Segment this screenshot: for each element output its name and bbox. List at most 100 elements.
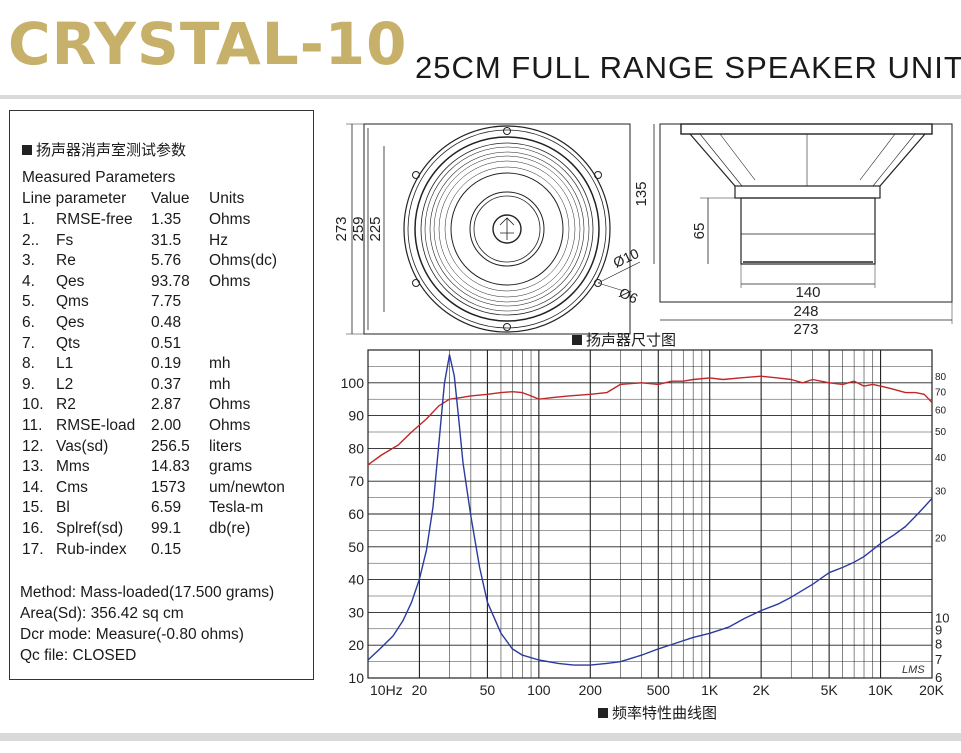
param-row-9-unit: mh (209, 375, 231, 393)
param-row-7-name: Qts (56, 334, 81, 352)
param-row-10-value: 2.87 (151, 396, 182, 414)
param-row-8-unit: mh (209, 355, 231, 373)
x-tick-label: 20 (412, 682, 428, 698)
dcr-mode-line: Dcr mode: Measure(-0.80 ohms) (20, 626, 244, 643)
x-tick-label: 50 (480, 682, 496, 698)
mount-hole-icon (594, 171, 602, 179)
square-bullet-icon (22, 145, 32, 155)
param-row-3-unit: Ohms(dc) (209, 252, 278, 270)
y-tick-label-right: 9 (935, 623, 942, 638)
x-tick-label: 100 (527, 682, 551, 698)
param-row-12-value: 256.5 (151, 437, 190, 455)
qc-file-line: Qc file: CLOSED (20, 647, 137, 664)
param-row-8-name: L1 (56, 355, 74, 373)
param-row-2-num: 2.. (22, 231, 40, 249)
y-tick-label-right: 30 (935, 486, 947, 497)
y-tick-label-right: 70 (935, 388, 947, 399)
x-tick-label: 10K (868, 682, 894, 698)
param-row-13-value: 14.83 (151, 458, 190, 476)
param-row-7-value: 0.51 (151, 334, 182, 352)
front-view-frame (363, 123, 631, 335)
param-row-14-unit: um/newton (209, 478, 285, 496)
param-row-13-num: 13. (22, 458, 44, 476)
param-row-15-num: 15. (22, 499, 44, 517)
mount-hole-icon (503, 323, 511, 331)
dim-width-248: 248 (793, 303, 818, 320)
param-row-14-value: 1573 (151, 478, 186, 496)
dim-outer-273: 273 (333, 216, 350, 241)
param-row-17-num: 17. (22, 540, 44, 558)
y-tick-label-right: 10 (935, 610, 949, 625)
param-row-10-name: R2 (56, 396, 76, 414)
param-row-6-num: 6. (22, 314, 35, 331)
param-row-3-value: 5.76 (151, 252, 182, 270)
chart-tick-labels: 10Hz 20 50 100 200 500 1K 2K 5K 10K 20K 10 20 30 40 50 6… (341, 372, 950, 698)
param-row-11-value: 2.00 (151, 417, 182, 434)
chart-caption: 频率特性曲线图 (598, 702, 717, 723)
y-tick-label-right: 50 (935, 427, 947, 438)
column-header-units: Units (209, 190, 245, 207)
param-row-15-unit: Tesla-m (209, 499, 264, 517)
dim-hole-6: Ø6 (617, 284, 641, 306)
square-bullet-icon (598, 708, 608, 718)
param-row-7-num: 7. (22, 334, 35, 352)
dim-259: 259 (350, 216, 367, 241)
param-row-3-name: Re (56, 252, 76, 270)
param-row-4-name: Qes (56, 272, 85, 290)
dim-magnet-65: 65 (691, 223, 708, 240)
y-tick-label-right: 40 (935, 453, 947, 464)
param-row-2-value: 31.5 (151, 231, 182, 249)
series-impedance-line (367, 354, 933, 666)
param-row-11-num: 11. (22, 417, 43, 434)
x-tick-label: 20K (919, 682, 945, 698)
param-row-5-num: 5. (22, 293, 35, 311)
dim-width-273: 273 (793, 321, 818, 338)
param-row-10-num: 10. (22, 396, 44, 414)
parameters-section-title: 扬声器消声室测试参数 (22, 139, 186, 160)
column-header-parameter: Line parameter (22, 190, 127, 207)
param-row-8-value: 0.19 (151, 355, 182, 373)
param-row-4-unit: Ohms (209, 272, 251, 290)
dim-width-140: 140 (795, 284, 820, 301)
param-row-16-num: 16. (22, 520, 44, 537)
y-tick-label-right: 80 (935, 372, 947, 383)
param-row-14-num: 14. (22, 478, 44, 496)
param-row-4-value: 93.78 (151, 272, 190, 290)
param-row-10-unit: Ohms (209, 396, 251, 414)
y-tick-label-left: 50 (348, 539, 364, 555)
param-row-13-unit: grams (209, 458, 253, 476)
param-row-6-name: Qes (56, 314, 85, 331)
y-tick-label-right: 20 (935, 534, 947, 545)
footer-divider (0, 733, 961, 741)
param-row-5-name: Qms (56, 293, 89, 311)
param-row-12-unit: liters (209, 437, 242, 455)
x-tick-label: 1K (701, 682, 719, 698)
param-row-15-name: Bl (56, 499, 70, 517)
param-row-2-unit: Hz (209, 231, 228, 249)
param-row-8-num: 8. (22, 355, 35, 373)
param-row-2-name: Fs (56, 231, 74, 249)
y-tick-label-left: 70 (348, 473, 364, 489)
header-divider (0, 95, 961, 99)
square-bullet-icon (572, 335, 582, 345)
product-subtitle: 25CM FULL RANGE SPEAKER UNIT (415, 50, 961, 85)
product-title: CRYSTAL-10 (8, 10, 408, 78)
param-row-1-num: 1. (22, 211, 35, 228)
parameters-heading: Measured Parameters (22, 169, 176, 186)
dim-hole-10: Ø10 (611, 245, 642, 271)
y-tick-label-right: 7 (935, 652, 942, 667)
chart-series (367, 354, 933, 666)
param-row-1-name: RMSE-free (56, 211, 133, 228)
y-tick-label-left: 60 (348, 506, 364, 522)
y-tick-label-right: 8 (935, 636, 942, 651)
area-line: Area(Sd): 356.42 sq cm (20, 605, 184, 622)
param-row-12-name: Vas(sd) (56, 437, 109, 455)
mount-hole-icon (412, 171, 420, 179)
mount-hole-icon (594, 279, 602, 287)
parameters-panel: 扬声器消声室测试参数 Measured Parameters Line para… (9, 110, 314, 680)
param-row-14-name: Cms (56, 478, 88, 496)
method-line: Method: Mass-loaded(17.500 grams) (20, 584, 275, 601)
y-tick-label-right: 6 (935, 670, 942, 685)
param-row-5-value: 7.75 (151, 293, 182, 311)
x-tick-label: 5K (821, 682, 839, 698)
